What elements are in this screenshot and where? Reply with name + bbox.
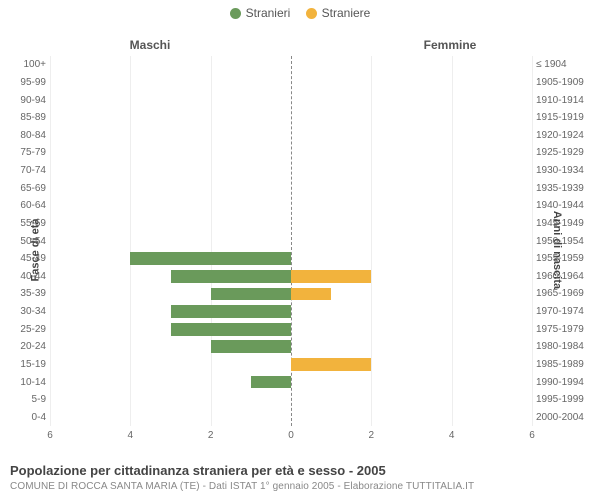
age-label: 35-39	[6, 288, 46, 299]
legend: Stranieri Straniere	[0, 0, 600, 22]
age-label: 30-34	[6, 306, 46, 317]
birth-year-label: 1925-1929	[536, 147, 594, 158]
chart-row: 55-591945-1949	[50, 215, 532, 233]
chart-caption: Popolazione per cittadinanza straniera p…	[10, 463, 590, 492]
chart-row: 100+≤ 1904	[50, 56, 532, 74]
male-bar	[211, 288, 291, 301]
chart-row: 5-91995-1999	[50, 391, 532, 409]
chart-row: 30-341970-1974	[50, 303, 532, 321]
female-bar	[291, 288, 331, 301]
chart-row: 0-42000-2004	[50, 409, 532, 427]
chart-row: 50-541950-1954	[50, 232, 532, 250]
gridline	[532, 56, 533, 426]
age-label: 10-14	[6, 377, 46, 388]
x-tick-label: 4	[128, 430, 134, 441]
birth-year-label: 2000-2004	[536, 412, 594, 423]
age-label: 15-19	[6, 359, 46, 370]
age-label: 60-64	[6, 200, 46, 211]
birth-year-label: 1905-1909	[536, 77, 594, 88]
chart-rows: 100+≤ 190495-991905-190990-941910-191485…	[50, 56, 532, 426]
x-tick-label: 6	[47, 430, 53, 441]
birth-year-label: 1950-1954	[536, 236, 594, 247]
legend-female-label: Straniere	[322, 6, 371, 20]
age-label: 90-94	[6, 95, 46, 106]
chart-row: 35-391965-1969	[50, 285, 532, 303]
birth-year-label: 1935-1939	[536, 183, 594, 194]
male-bar	[211, 340, 291, 353]
female-bar	[291, 358, 371, 371]
chart-row: 45-491955-1959	[50, 250, 532, 268]
birth-year-label: 1940-1944	[536, 200, 594, 211]
birth-year-label: 1910-1914	[536, 95, 594, 106]
birth-year-label: 1985-1989	[536, 359, 594, 370]
x-tick-label: 2	[208, 430, 214, 441]
caption-subtitle: COMUNE DI ROCCA SANTA MARIA (TE) - Dati …	[10, 481, 590, 492]
legend-male-label: Stranieri	[246, 6, 291, 20]
birth-year-label: 1920-1924	[536, 130, 594, 141]
chart-row: 10-141990-1994	[50, 373, 532, 391]
birth-year-label: 1960-1964	[536, 271, 594, 282]
age-label: 55-59	[6, 218, 46, 229]
age-label: 45-49	[6, 253, 46, 264]
chart-row: 60-641940-1944	[50, 197, 532, 215]
chart-row: 40-441960-1964	[50, 268, 532, 286]
male-bar	[171, 323, 292, 336]
age-label: 75-79	[6, 147, 46, 158]
male-swatch	[230, 8, 241, 19]
age-label: 85-89	[6, 112, 46, 123]
x-tick-label: 0	[288, 430, 294, 441]
chart-row: 75-791925-1929	[50, 144, 532, 162]
chart-row: 80-841920-1924	[50, 127, 532, 145]
male-bar	[171, 305, 292, 318]
chart-row: 90-941910-1914	[50, 91, 532, 109]
age-label: 40-44	[6, 271, 46, 282]
pyramid-chart: 100+≤ 190495-991905-190990-941910-191485…	[50, 56, 532, 426]
age-label: 25-29	[6, 324, 46, 335]
birth-year-label: 1990-1994	[536, 377, 594, 388]
age-label: 80-84	[6, 130, 46, 141]
birth-year-label: 1965-1969	[536, 288, 594, 299]
male-bar	[251, 376, 291, 389]
male-bar	[130, 252, 291, 265]
age-label: 5-9	[6, 394, 46, 405]
male-bar	[171, 270, 292, 283]
chart-row: 25-291975-1979	[50, 320, 532, 338]
chart-row: 15-191985-1989	[50, 356, 532, 374]
x-tick-label: 6	[529, 430, 535, 441]
female-bar	[291, 270, 371, 283]
caption-title: Popolazione per cittadinanza straniera p…	[10, 463, 590, 478]
birth-year-label: 1975-1979	[536, 324, 594, 335]
birth-year-label: 1930-1934	[536, 165, 594, 176]
birth-year-label: 1915-1919	[536, 112, 594, 123]
legend-item-male: Stranieri	[230, 6, 291, 20]
legend-item-female: Straniere	[306, 6, 371, 20]
birth-year-label: 1970-1974	[536, 306, 594, 317]
chart-row: 95-991905-1909	[50, 74, 532, 92]
age-label: 95-99	[6, 77, 46, 88]
age-label: 70-74	[6, 165, 46, 176]
age-label: 50-54	[6, 236, 46, 247]
chart-row: 85-891915-1919	[50, 109, 532, 127]
age-label: 100+	[6, 59, 46, 70]
birth-year-label: 1955-1959	[536, 253, 594, 264]
x-axis-ticks: 6 4 2 0 2 4 6	[50, 430, 532, 444]
chart-row: 70-741930-1934	[50, 162, 532, 180]
birth-year-label: 1995-1999	[536, 394, 594, 405]
age-label: 0-4	[6, 412, 46, 423]
age-label: 65-69	[6, 183, 46, 194]
x-tick-label: 2	[369, 430, 375, 441]
birth-year-label: ≤ 1904	[536, 59, 594, 70]
chart-row: 20-241980-1984	[50, 338, 532, 356]
panel-titles: Maschi Femmine	[0, 38, 600, 52]
birth-year-label: 1980-1984	[536, 341, 594, 352]
female-swatch	[306, 8, 317, 19]
panel-title-male: Maschi	[0, 38, 300, 52]
birth-year-label: 1945-1949	[536, 218, 594, 229]
chart-row: 65-691935-1939	[50, 179, 532, 197]
age-label: 20-24	[6, 341, 46, 352]
x-tick-label: 4	[449, 430, 455, 441]
panel-title-female: Femmine	[300, 38, 600, 52]
